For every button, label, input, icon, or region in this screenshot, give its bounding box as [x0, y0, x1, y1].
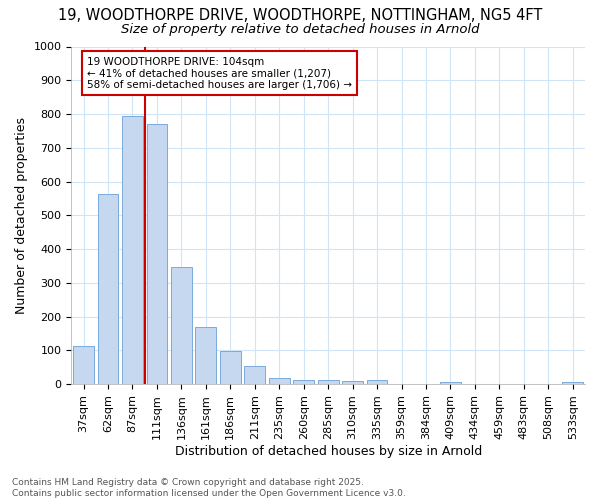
Text: 19, WOODTHORPE DRIVE, WOODTHORPE, NOTTINGHAM, NG5 4FT: 19, WOODTHORPE DRIVE, WOODTHORPE, NOTTIN… — [58, 8, 542, 22]
Y-axis label: Number of detached properties: Number of detached properties — [15, 117, 28, 314]
Text: 19 WOODTHORPE DRIVE: 104sqm
← 41% of detached houses are smaller (1,207)
58% of : 19 WOODTHORPE DRIVE: 104sqm ← 41% of det… — [87, 56, 352, 90]
Bar — [440, 382, 461, 384]
X-axis label: Distribution of detached houses by size in Arnold: Distribution of detached houses by size … — [175, 444, 482, 458]
Text: Size of property relative to detached houses in Arnold: Size of property relative to detached ho… — [121, 22, 479, 36]
Bar — [562, 382, 583, 384]
Bar — [367, 380, 388, 384]
Text: Contains HM Land Registry data © Crown copyright and database right 2025.
Contai: Contains HM Land Registry data © Crown c… — [12, 478, 406, 498]
Bar — [342, 381, 363, 384]
Bar — [269, 378, 290, 384]
Bar — [293, 380, 314, 384]
Bar — [244, 366, 265, 384]
Bar — [98, 194, 118, 384]
Bar — [146, 124, 167, 384]
Bar — [122, 116, 143, 384]
Bar — [318, 380, 338, 384]
Bar — [220, 352, 241, 384]
Bar — [196, 328, 216, 384]
Bar — [171, 266, 192, 384]
Bar — [73, 346, 94, 384]
